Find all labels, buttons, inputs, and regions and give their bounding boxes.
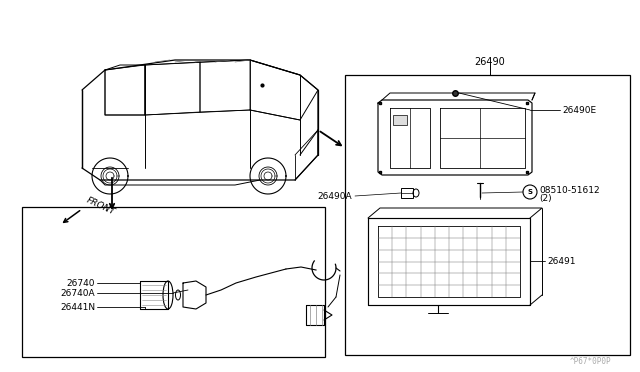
Text: FRONT: FRONT (85, 195, 116, 217)
Bar (22, 207, 325, 357)
Text: 26740A: 26740A (60, 289, 95, 298)
Text: 26490A: 26490A (317, 192, 352, 201)
Text: 26740: 26740 (67, 279, 95, 288)
Text: 26441N: 26441N (60, 302, 95, 311)
Text: ^P67*0P0P: ^P67*0P0P (570, 357, 612, 366)
Text: 26491: 26491 (547, 257, 575, 266)
Bar (345, 75, 630, 355)
Text: S: S (527, 189, 532, 195)
Bar (393, 115, 407, 125)
Text: 26490E: 26490E (562, 106, 596, 115)
Text: 08510-51612: 08510-51612 (539, 186, 600, 195)
Bar (401, 188, 413, 198)
Text: (2): (2) (539, 193, 552, 202)
Text: 26490: 26490 (475, 57, 506, 67)
